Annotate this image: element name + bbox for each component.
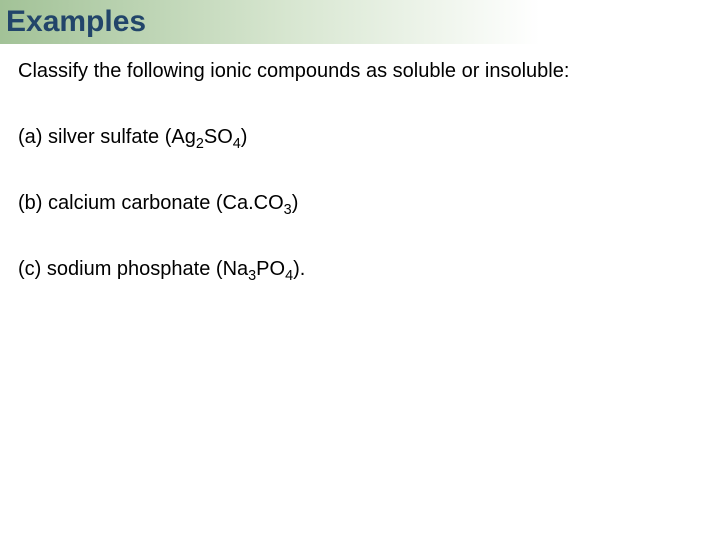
slide-title: Examples bbox=[6, 5, 146, 39]
slide-body: Classify the following ionic compounds a… bbox=[0, 44, 720, 282]
item-b: (b) calcium carbonate (Ca.CO3) bbox=[18, 190, 702, 216]
item-c-formula: Na3PO4 bbox=[223, 258, 294, 280]
item-c-name: sodium phosphate bbox=[47, 258, 210, 280]
item-a-name: silver sulfate bbox=[48, 126, 159, 148]
item-a-formula: Ag2SO4 bbox=[171, 126, 240, 148]
item-a-label: (a) bbox=[18, 126, 42, 148]
slide-header: Examples bbox=[0, 0, 720, 44]
slide: Examples Classify the following ionic co… bbox=[0, 0, 720, 540]
item-c: (c) sodium phosphate (Na3PO4). bbox=[18, 256, 702, 282]
prompt-text: Classify the following ionic compounds a… bbox=[18, 58, 702, 84]
item-b-formula: Ca.CO3 bbox=[223, 192, 292, 214]
item-a: (a) silver sulfate (Ag2SO4) bbox=[18, 124, 702, 150]
item-b-label: (b) bbox=[18, 192, 42, 214]
item-b-name: calcium carbonate bbox=[48, 192, 210, 214]
item-c-label: (c) bbox=[18, 258, 41, 280]
